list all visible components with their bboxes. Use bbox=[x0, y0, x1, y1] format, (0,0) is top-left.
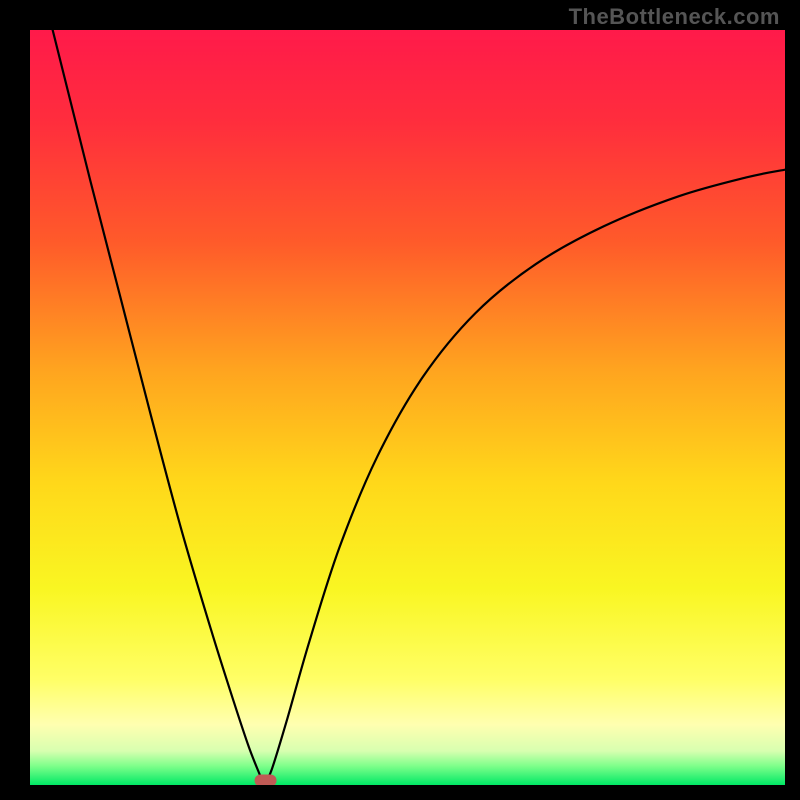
chart-svg bbox=[30, 30, 785, 785]
gradient-background bbox=[30, 30, 785, 785]
plot-area bbox=[30, 30, 785, 785]
chart-frame: TheBottleneck.com bbox=[0, 0, 800, 800]
watermark-text: TheBottleneck.com bbox=[569, 4, 780, 30]
optimum-marker bbox=[255, 774, 277, 785]
